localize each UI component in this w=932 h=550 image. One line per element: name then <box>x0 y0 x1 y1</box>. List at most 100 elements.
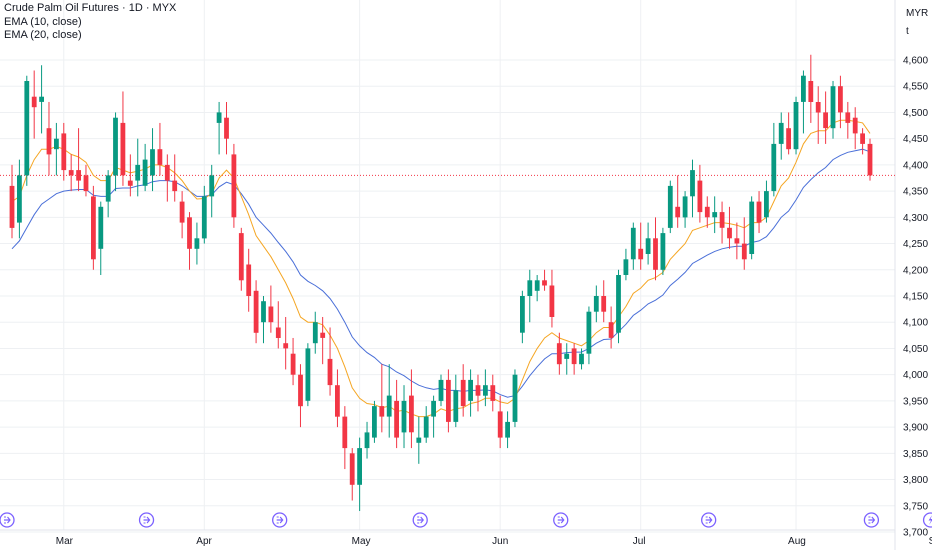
candle-body <box>209 175 215 197</box>
candle-body <box>712 212 718 218</box>
candle-body <box>564 353 570 359</box>
candle <box>667 180 673 234</box>
candle <box>660 227 666 276</box>
candle-body <box>312 322 318 344</box>
candle <box>54 122 59 176</box>
candle <box>68 154 74 192</box>
candle-body <box>586 311 592 354</box>
candle <box>712 196 718 234</box>
candles <box>9 54 873 512</box>
candle-body <box>793 102 799 150</box>
candle <box>653 217 658 281</box>
candle <box>690 159 695 218</box>
candle <box>490 374 496 412</box>
candle-body <box>690 170 695 197</box>
candle-body <box>749 201 755 254</box>
candle <box>135 138 141 197</box>
candle-body <box>342 416 348 449</box>
candle <box>224 101 229 155</box>
candle <box>142 143 148 192</box>
unit-label[interactable]: t <box>906 26 909 37</box>
candle <box>556 332 562 375</box>
candle <box>113 112 118 192</box>
candle-body <box>438 379 444 401</box>
candle <box>46 101 52 176</box>
candle-body <box>675 206 681 218</box>
candle <box>764 180 769 223</box>
event-markers[interactable] <box>0 512 932 528</box>
candle-body <box>194 238 200 249</box>
candle <box>246 248 252 312</box>
candle <box>342 406 348 470</box>
candle <box>801 70 806 134</box>
candle <box>416 416 422 464</box>
candle <box>9 164 15 239</box>
candle-body <box>298 374 303 407</box>
dividend-event-icon[interactable] <box>863 512 880 528</box>
candle-body <box>379 406 385 417</box>
candle <box>475 374 481 412</box>
candle <box>24 75 30 186</box>
candle <box>682 191 688 228</box>
earnings-event-icon[interactable] <box>922 512 932 528</box>
candle <box>39 65 44 134</box>
candle <box>164 154 170 202</box>
candle <box>601 280 607 323</box>
candle <box>327 327 333 396</box>
candle <box>275 301 281 349</box>
candle-body <box>372 406 377 438</box>
candle-body <box>741 243 747 260</box>
candle-body <box>446 379 451 422</box>
candle <box>231 143 237 228</box>
candle-body <box>113 117 118 176</box>
dividend-event-icon[interactable] <box>272 512 288 528</box>
dividend-event-icon[interactable] <box>553 512 569 528</box>
x-tick-label: May <box>352 536 371 547</box>
candle-body <box>179 201 185 223</box>
candle-body <box>764 191 769 218</box>
candle-body <box>815 102 821 113</box>
candle-body <box>838 86 843 113</box>
candle-body <box>601 296 607 312</box>
candle-body <box>823 112 828 129</box>
candle <box>505 411 510 449</box>
candle-body <box>238 233 244 281</box>
currency-label[interactable]: MYR <box>906 8 928 19</box>
candle-body <box>727 227 732 239</box>
y-tick-label: 3,900 <box>903 423 928 434</box>
dividend-event-icon[interactable] <box>0 512 15 528</box>
candle <box>749 196 755 260</box>
candle-body <box>83 175 89 192</box>
candle <box>172 154 178 202</box>
candle-body <box>549 285 555 317</box>
candle <box>845 101 851 139</box>
candle <box>394 379 399 449</box>
candle <box>534 275 540 302</box>
candle-body <box>527 280 533 296</box>
candle <box>704 196 710 228</box>
candle-body <box>756 201 762 223</box>
candle-body <box>394 400 399 438</box>
y-tick-label: 4,100 <box>903 318 928 329</box>
candle-body <box>852 117 858 134</box>
candle <box>497 395 503 449</box>
y-tick-label: 3,850 <box>903 449 928 460</box>
candle-body <box>172 180 178 192</box>
candle <box>438 374 444 407</box>
y-tick-label: 4,500 <box>903 108 928 119</box>
dividend-event-icon[interactable] <box>138 512 155 528</box>
dividend-event-icon[interactable] <box>701 512 717 528</box>
candle-body <box>261 301 266 323</box>
x-tick-label: Mar <box>56 536 74 547</box>
candle-body <box>39 96 44 102</box>
candle-body <box>490 385 496 401</box>
y-tick-label: 3,800 <box>903 475 928 486</box>
candle-body <box>483 385 488 396</box>
dividend-event-icon[interactable] <box>412 512 428 528</box>
candle-body <box>497 411 503 438</box>
candle <box>542 269 547 291</box>
candle-body <box>46 128 52 155</box>
candle-body <box>61 133 67 171</box>
candle <box>305 343 311 407</box>
